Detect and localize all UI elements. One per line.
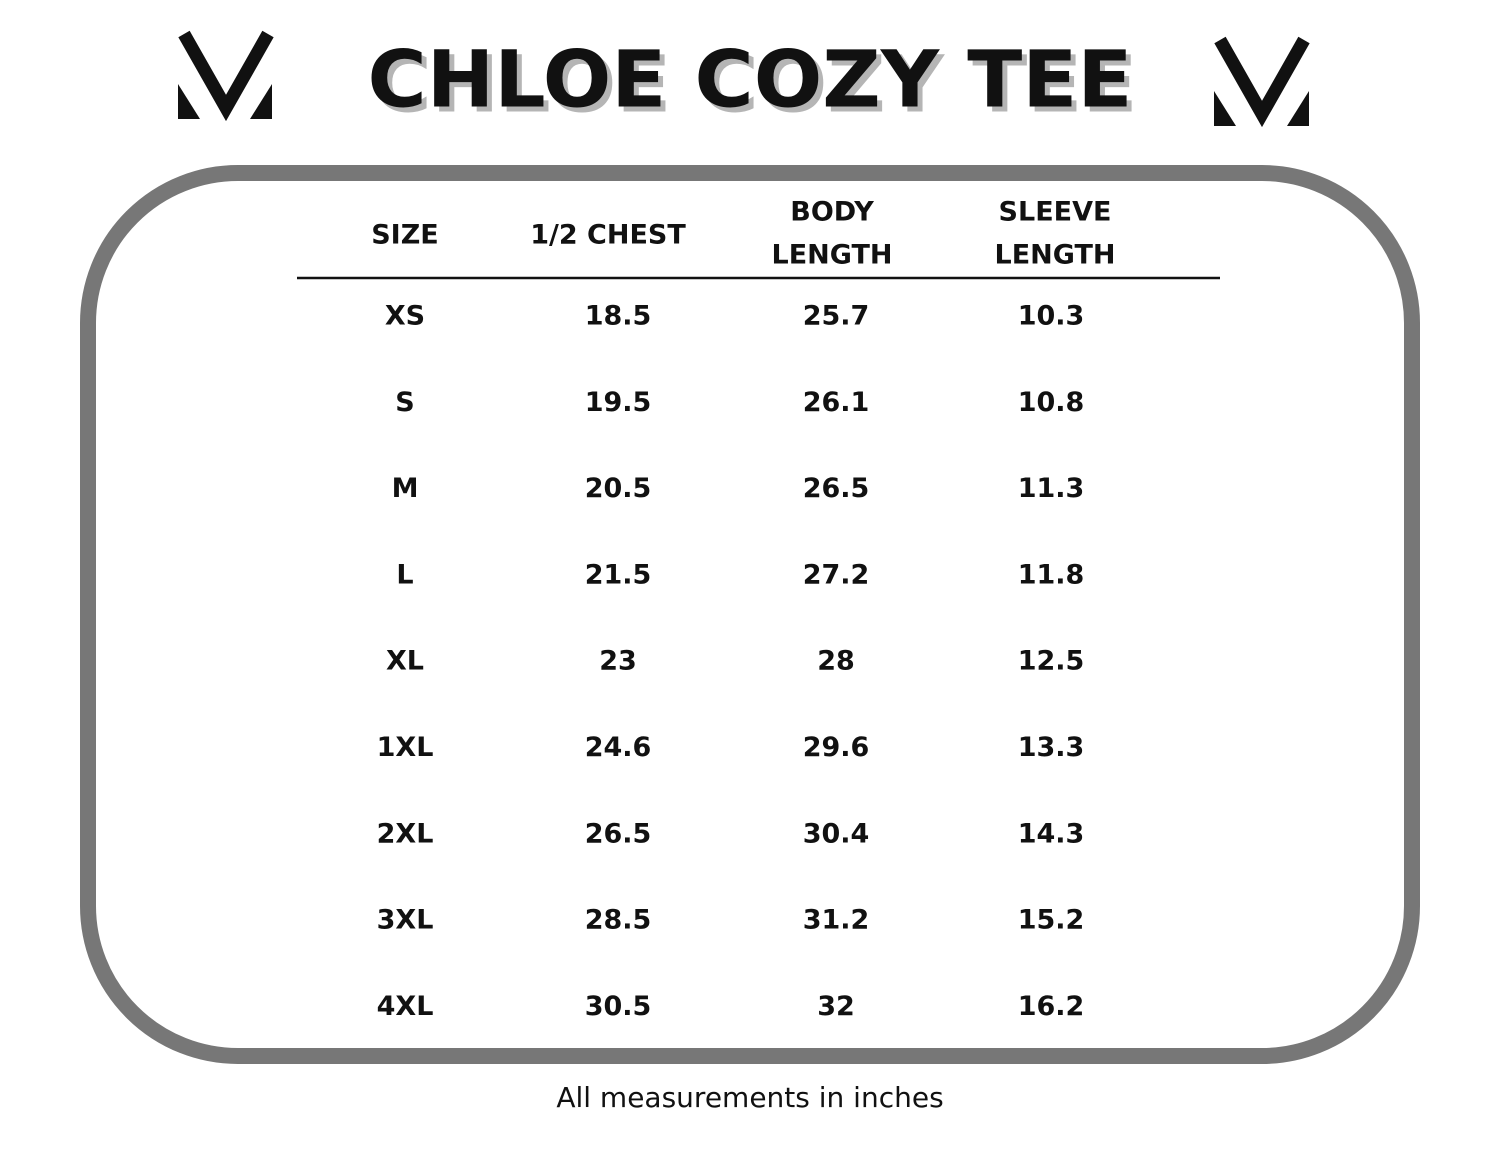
table-cell: 27.2	[803, 559, 870, 590]
table-cell: 21.5	[585, 559, 652, 590]
logo-foot	[1214, 91, 1236, 126]
column-header: 1/2 CHEST	[530, 220, 686, 251]
table-cell: XL	[386, 646, 424, 677]
table-cell: 26.5	[803, 473, 870, 504]
table-frame	[80, 165, 1420, 1064]
logo-v	[1214, 36, 1310, 128]
title-shadow: CHLOE COZY TEE	[373, 40, 1138, 130]
table-cell: 30.5	[585, 991, 652, 1022]
table-cell: 2XL	[377, 818, 434, 849]
table-cell: 10.3	[1018, 301, 1085, 332]
table-cell: 4XL	[377, 991, 434, 1022]
column-header: SIZE	[371, 220, 439, 251]
logo-foot	[1287, 91, 1309, 126]
table-cell: 29.6	[803, 732, 870, 763]
table-cell: 13.3	[1018, 732, 1085, 763]
column-header: BODY	[790, 197, 874, 228]
footer-note: All measurements in inches	[556, 1081, 943, 1114]
table-cell: 23	[599, 646, 637, 677]
title: CHLOE COZY TEE	[368, 35, 1133, 125]
table-cell: 28	[817, 646, 855, 677]
logo-right	[1214, 36, 1310, 128]
table-cell: XS	[385, 301, 425, 332]
logo-foot	[250, 84, 272, 119]
table-cell: S	[395, 387, 414, 418]
table-cell: 16.2	[1018, 991, 1085, 1022]
table-cell: L	[396, 559, 413, 590]
table-cell: 31.2	[803, 905, 870, 936]
table-cell: 3XL	[377, 905, 434, 936]
table-cell: 20.5	[585, 473, 652, 504]
table-cell: 1XL	[377, 732, 434, 763]
table-cell: 19.5	[585, 387, 652, 418]
table-cell: 11.8	[1018, 559, 1085, 590]
table-cell: 11.3	[1018, 473, 1085, 504]
table-cell: 26.5	[585, 818, 652, 849]
table-cell: 24.6	[585, 732, 652, 763]
table-cell: 25.7	[803, 301, 870, 332]
table-cell: 14.3	[1018, 818, 1085, 849]
logo-foot	[178, 84, 200, 119]
table-cell: M	[392, 473, 419, 504]
column-header: LENGTH	[772, 240, 893, 271]
table-cell: 28.5	[585, 905, 652, 936]
column-header: LENGTH	[995, 240, 1116, 271]
table-cell: 18.5	[585, 301, 652, 332]
table-cell: 26.1	[803, 387, 870, 418]
table-cell: 15.2	[1018, 905, 1085, 936]
table-cell: 32	[817, 991, 855, 1022]
table-cell: 10.8	[1018, 387, 1085, 418]
logo-left	[178, 30, 274, 122]
table-cell: 12.5	[1018, 646, 1085, 677]
column-header: SLEEVE	[999, 197, 1112, 228]
table-cell: 30.4	[803, 818, 870, 849]
logo-v	[178, 30, 274, 122]
